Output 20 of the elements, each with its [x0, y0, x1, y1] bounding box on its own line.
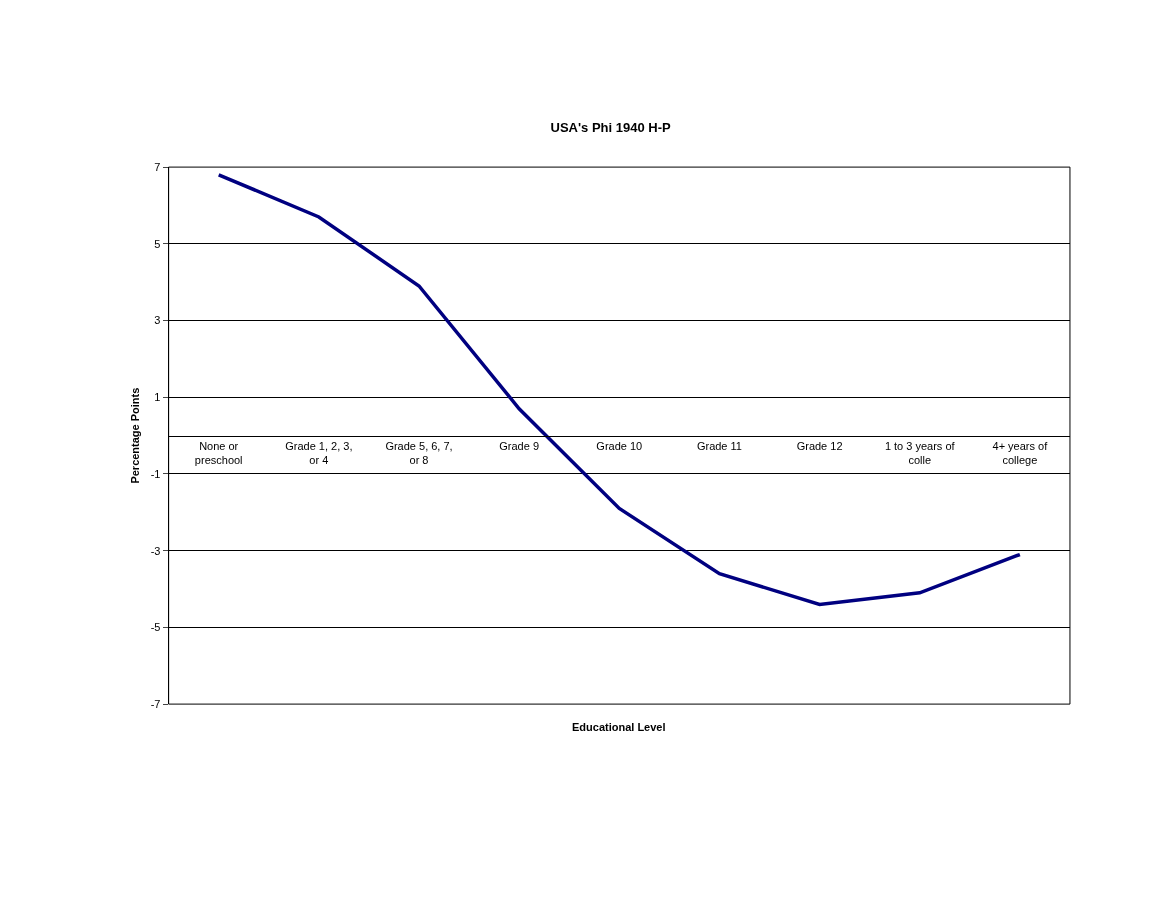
y-tick-label: -5	[150, 621, 161, 634]
x-tick-label: 1 to 3 years of colle	[884, 439, 956, 467]
y-tick-label: 5	[154, 237, 161, 250]
x-tick-label: Grade 12	[796, 439, 843, 452]
x-tick-label: Grade 10	[596, 439, 643, 452]
x-tick-label: Grade 1, 2, 3, or 4	[285, 439, 353, 467]
x-axis-title: Educational Level	[572, 721, 666, 733]
y-tick-label: -7	[150, 697, 161, 710]
x-tick-label: 4+ years of college	[992, 439, 1049, 467]
y-tick-label: 3	[154, 314, 161, 327]
x-tick-label: Grade 9	[499, 439, 540, 452]
x-tick-label: None or preschool	[194, 439, 243, 467]
x-tick-label: Grade 5, 6, 7, or 8	[385, 439, 453, 467]
y-tick-label: 1	[154, 391, 161, 404]
y-tick-label: 7	[154, 160, 161, 173]
y-tick-label: -1	[150, 467, 161, 480]
x-tick-label: Grade 11	[696, 439, 742, 452]
y-axis-title: Percentage Points	[129, 387, 142, 484]
y-tick-label: -3	[150, 544, 161, 557]
chart-title: USA's Phi 1940 H-P	[550, 119, 671, 135]
